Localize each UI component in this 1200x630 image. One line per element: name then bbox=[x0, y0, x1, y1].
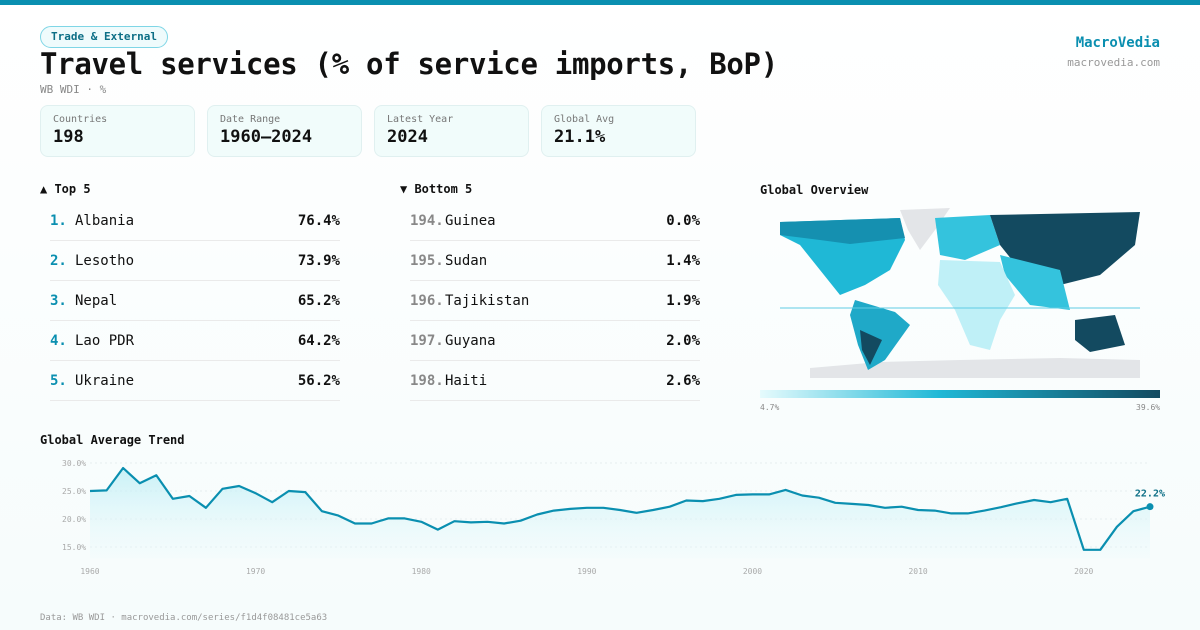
trend-line bbox=[89, 466, 1151, 551]
canada bbox=[780, 218, 905, 244]
rank: 2. bbox=[50, 252, 67, 269]
australia bbox=[1075, 315, 1125, 352]
country-name: Nepal bbox=[75, 292, 118, 309]
x-tick-label: 1960 bbox=[80, 567, 99, 576]
last-value-label: 22.2% bbox=[1135, 489, 1165, 500]
country-name: Guyana bbox=[445, 332, 496, 349]
category-badge[interactable]: Trade & External bbox=[40, 26, 168, 48]
list-item[interactable]: 3. Nepal 65.2% bbox=[50, 281, 340, 321]
south-america-south bbox=[860, 330, 882, 365]
legend-min-label: 4.7% bbox=[760, 403, 780, 412]
country-name: Haiti bbox=[445, 372, 488, 389]
africa bbox=[938, 260, 1015, 350]
country-value: 65.2% bbox=[297, 292, 340, 309]
list-item[interactable]: 2. Lesotho 73.9% bbox=[50, 241, 340, 281]
stat-value: 2024 bbox=[387, 127, 428, 147]
country-value: 76.4% bbox=[297, 212, 340, 229]
last-point-marker[interactable] bbox=[1146, 503, 1154, 511]
stat-card-date-range: Date Range 1960–2024 bbox=[207, 105, 362, 157]
country-value: 1.4% bbox=[666, 252, 700, 269]
legend-max-label: 39.6% bbox=[1136, 403, 1161, 412]
country-name: Lao PDR bbox=[75, 332, 135, 349]
x-tick-label: 1970 bbox=[246, 567, 265, 576]
page-subtitle: WB WDI · % bbox=[40, 83, 107, 96]
list-item[interactable]: 196. Tajikistan 1.9% bbox=[410, 281, 700, 321]
south-america bbox=[850, 300, 910, 370]
stat-value: 21.1% bbox=[554, 127, 606, 147]
map-legend-bar bbox=[760, 390, 1160, 398]
footer-source: Data: WB WDI · macrovedia.com/series/f1d… bbox=[40, 613, 328, 623]
country-name: Sudan bbox=[445, 252, 488, 269]
list-item[interactable]: 194. Guinea 0.0% bbox=[410, 201, 700, 241]
list-item[interactable]: 5. Ukraine 56.2% bbox=[50, 361, 340, 401]
stat-label: Countries bbox=[53, 114, 108, 125]
x-tick-label: 1980 bbox=[412, 567, 431, 576]
rank: 194. bbox=[410, 212, 444, 229]
list-item[interactable]: 4. Lao PDR 64.2% bbox=[50, 321, 340, 361]
antarctica bbox=[810, 358, 1140, 378]
stat-card-countries: Countries 198 bbox=[40, 105, 195, 157]
trend-chart[interactable]: 15.0% 20.0% 25.0% 30.0% 1960 1970 1980 1990 2000… bbox=[0, 450, 1200, 585]
rank: 1. bbox=[50, 212, 67, 229]
x-tick-label: 1990 bbox=[577, 567, 596, 576]
country-name: Lesotho bbox=[75, 252, 135, 269]
country-value: 1.9% bbox=[666, 292, 700, 309]
trend-heading: Global Average Trend bbox=[40, 433, 185, 447]
country-value: 56.2% bbox=[297, 372, 340, 389]
list-item[interactable]: 197. Guyana 2.0% bbox=[410, 321, 700, 361]
country-value: 64.2% bbox=[297, 332, 340, 349]
y-tick-label: 25.0% bbox=[62, 487, 86, 496]
rank: 3. bbox=[50, 292, 67, 309]
south-asia bbox=[1000, 255, 1070, 310]
y-tick-label: 30.0% bbox=[62, 459, 86, 468]
country-name: Tajikistan bbox=[445, 292, 530, 309]
rank: 197. bbox=[410, 332, 444, 349]
x-tick-label: 2020 bbox=[1074, 567, 1093, 576]
x-tick-label: 2010 bbox=[908, 567, 927, 576]
map-heading: Global Overview bbox=[760, 183, 869, 197]
top5-list: 1. Albania 76.4% 2. Lesotho 73.9% 3. Nepal 65.2%… bbox=[50, 201, 350, 401]
stat-label: Date Range bbox=[220, 114, 281, 125]
country-name: Guinea bbox=[445, 212, 496, 229]
brand-url[interactable]: macrovedia.com bbox=[1067, 56, 1160, 69]
country-value: 73.9% bbox=[297, 252, 340, 269]
list-item[interactable]: 195. Sudan 1.4% bbox=[410, 241, 700, 281]
rank: 4. bbox=[50, 332, 67, 349]
brand-logo[interactable]: MacroVedia bbox=[1075, 35, 1160, 51]
trend-area bbox=[90, 468, 1150, 559]
stat-card-global-avg: Global Avg 21.1% bbox=[541, 105, 696, 157]
stat-label: Global Avg bbox=[554, 114, 615, 125]
page-title: Travel services (% of service imports, B… bbox=[40, 47, 778, 81]
country-name: Ukraine bbox=[75, 372, 135, 389]
country-value: 2.0% bbox=[666, 332, 700, 349]
world-map[interactable] bbox=[760, 200, 1160, 420]
top-accent-bar bbox=[0, 0, 1200, 5]
stat-value: 198 bbox=[53, 127, 84, 147]
bottom5-heading: ▼ Bottom 5 bbox=[400, 182, 473, 196]
rank: 196. bbox=[410, 292, 444, 309]
stat-value: 1960–2024 bbox=[220, 127, 313, 147]
list-item[interactable]: 198. Haiti 2.6% bbox=[410, 361, 700, 401]
country-name: Albania bbox=[75, 212, 135, 229]
country-value: 2.6% bbox=[666, 372, 700, 389]
x-tick-label: 2000 bbox=[743, 567, 762, 576]
rank: 195. bbox=[410, 252, 444, 269]
europe bbox=[935, 215, 1000, 260]
bottom5-list: 194. Guinea 0.0% 195. Sudan 1.4% 196. Tajikista… bbox=[410, 201, 710, 401]
rank: 198. bbox=[410, 372, 444, 389]
stat-card-latest-year: Latest Year 2024 bbox=[374, 105, 529, 157]
y-tick-label: 15.0% bbox=[62, 543, 86, 552]
list-item[interactable]: 1. Albania 76.4% bbox=[50, 201, 340, 241]
rank: 5. bbox=[50, 372, 67, 389]
top5-heading: ▲ Top 5 bbox=[40, 182, 91, 196]
country-value: 0.0% bbox=[666, 212, 700, 229]
y-tick-label: 20.0% bbox=[62, 515, 86, 524]
stat-label: Latest Year bbox=[387, 114, 454, 125]
